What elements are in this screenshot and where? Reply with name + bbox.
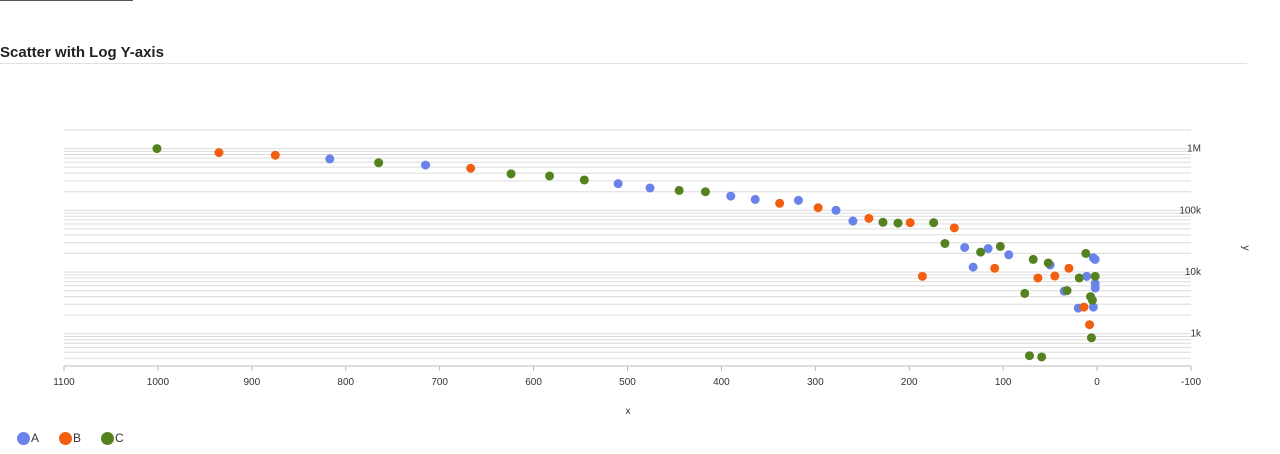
data-point-a[interactable] <box>1004 250 1014 260</box>
data-point-c[interactable] <box>579 175 589 185</box>
x-tick-label: 700 <box>431 377 448 388</box>
data-point-b[interactable] <box>1079 302 1089 312</box>
x-tick-label: 1000 <box>147 377 170 388</box>
data-point-c[interactable] <box>1081 248 1091 258</box>
data-point-c[interactable] <box>1024 351 1034 361</box>
legend-swatch-c <box>101 431 115 445</box>
data-point-c[interactable] <box>929 218 939 228</box>
data-point-b[interactable] <box>917 271 927 281</box>
data-point-c[interactable] <box>1087 295 1097 305</box>
data-point-c[interactable] <box>1062 286 1072 296</box>
data-point-a[interactable] <box>325 154 335 164</box>
data-point-c[interactable] <box>1037 352 1047 362</box>
y-tick-label: 1M <box>1187 144 1201 155</box>
data-point-b[interactable] <box>1050 271 1060 281</box>
legend-label-b: B <box>73 431 82 445</box>
data-point-b[interactable] <box>905 218 915 228</box>
data-point-c[interactable] <box>1090 271 1100 281</box>
data-points <box>152 144 1100 362</box>
data-point-b[interactable] <box>775 198 785 208</box>
data-point-c[interactable] <box>152 144 162 154</box>
y-axis: 1M 100k 10k 1k <box>1179 144 1202 340</box>
data-point-c[interactable] <box>1086 333 1096 343</box>
data-point-b[interactable] <box>214 148 224 158</box>
legend-item-c[interactable]: C <box>101 431 124 445</box>
x-axis: 1100 1000 900 800 700 600 500 400 300 200 100 0 -100 <box>53 365 1201 388</box>
legend-item-a[interactable]: A <box>17 431 39 445</box>
data-point-b[interactable] <box>270 150 280 160</box>
legend-swatch-b <box>59 431 73 445</box>
legend: A B C <box>17 431 144 445</box>
data-point-b[interactable] <box>1064 263 1074 273</box>
y-tick-label: 10k <box>1185 267 1202 278</box>
grid-lines <box>64 129 1191 367</box>
data-point-c[interactable] <box>374 158 384 168</box>
x-tick-label: 400 <box>713 377 730 388</box>
x-tick-label: 0 <box>1094 377 1100 388</box>
data-point-b[interactable] <box>813 203 823 213</box>
data-point-a[interactable] <box>848 216 858 226</box>
x-tick-label: 300 <box>807 377 824 388</box>
data-point-b[interactable] <box>990 263 1000 273</box>
data-point-c[interactable] <box>878 217 888 227</box>
data-point-a[interactable] <box>421 160 431 170</box>
x-tick-label: -100 <box>1181 377 1201 388</box>
data-point-b[interactable] <box>1085 320 1095 330</box>
data-point-b[interactable] <box>949 223 959 233</box>
y-tick-label: 1k <box>1190 329 1202 340</box>
data-point-a[interactable] <box>960 242 970 252</box>
y-tick-label: 100k <box>1179 205 1202 216</box>
data-point-c[interactable] <box>1020 288 1030 298</box>
x-tick-label: 200 <box>901 377 918 388</box>
x-tick-label: 600 <box>525 377 542 388</box>
x-axis-label: x <box>626 406 631 417</box>
legend-swatch-a <box>17 431 30 445</box>
data-point-c[interactable] <box>700 187 710 197</box>
y-axis-label: y <box>1240 246 1251 251</box>
data-point-a[interactable] <box>968 262 978 272</box>
data-point-c[interactable] <box>893 218 903 228</box>
data-point-a[interactable] <box>831 205 841 215</box>
x-tick-label: 100 <box>995 377 1012 388</box>
legend-label-a: A <box>31 431 40 445</box>
legend-item-b[interactable]: B <box>59 431 81 445</box>
legend-label-c: C <box>115 431 124 445</box>
top-divider <box>0 0 133 1</box>
data-point-c[interactable] <box>1043 258 1053 268</box>
data-point-b[interactable] <box>864 213 874 223</box>
data-point-c[interactable] <box>976 247 986 257</box>
data-point-c[interactable] <box>674 185 684 195</box>
x-tick-label: 800 <box>337 377 354 388</box>
x-tick-label: 900 <box>243 377 260 388</box>
data-point-c[interactable] <box>1028 254 1038 264</box>
title-divider <box>0 63 1247 64</box>
data-point-a[interactable] <box>750 194 760 204</box>
data-point-a[interactable] <box>726 191 736 201</box>
data-point-a[interactable] <box>1088 302 1098 312</box>
data-point-c[interactable] <box>940 238 950 248</box>
x-tick-label: 500 <box>619 377 636 388</box>
data-point-a[interactable] <box>793 195 803 205</box>
data-point-c[interactable] <box>545 171 555 181</box>
data-point-c[interactable] <box>995 241 1005 251</box>
data-point-b[interactable] <box>466 163 476 173</box>
data-point-a[interactable] <box>613 179 623 189</box>
page-title: Scatter with Log Y-axis <box>0 44 164 61</box>
data-point-a[interactable] <box>1090 254 1100 264</box>
data-point-c[interactable] <box>1074 273 1084 283</box>
data-point-a[interactable] <box>983 244 993 254</box>
data-point-a[interactable] <box>1082 271 1092 281</box>
data-point-c[interactable] <box>506 169 516 179</box>
data-point-a[interactable] <box>1090 283 1100 293</box>
data-point-a[interactable] <box>645 183 655 193</box>
data-point-b[interactable] <box>1033 273 1043 283</box>
x-tick-label: 1100 <box>53 377 75 388</box>
